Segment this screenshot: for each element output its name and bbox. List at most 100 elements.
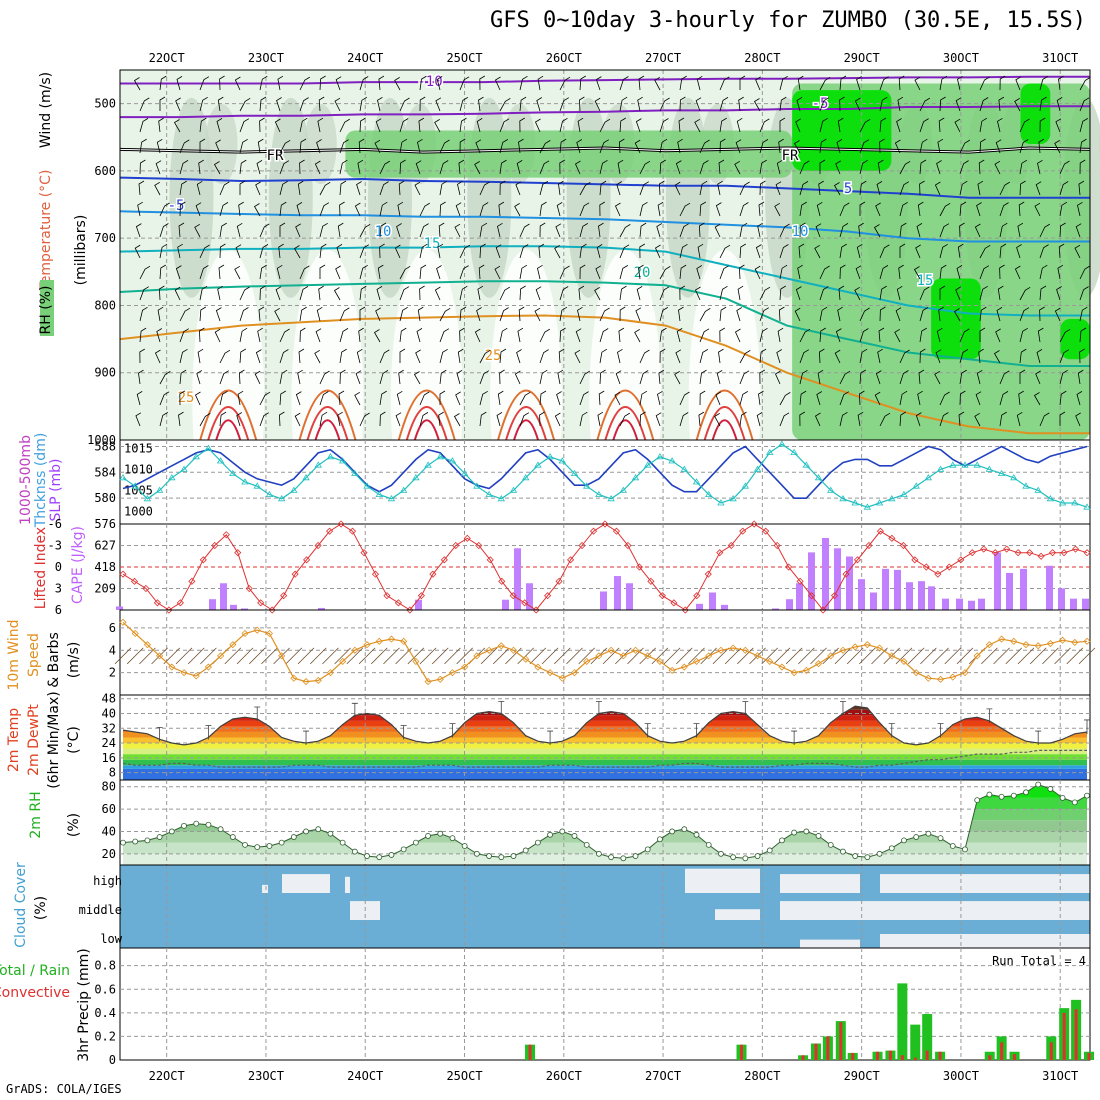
wind-barb [398,369,404,385]
wind-barb [139,348,146,364]
wind-barb [797,75,804,91]
wind-barb [759,369,766,385]
time-label-top: 28OCT [744,51,780,65]
wind-barb [699,328,710,343]
lifted-index-point [1037,552,1045,560]
cape-bar [1070,598,1077,610]
time-label-top: 27OCT [645,51,681,65]
wind-barb [694,118,701,133]
wind-barb [253,203,261,217]
wind-barb [539,390,547,406]
wind-barb [397,201,404,217]
rh-point [522,847,529,854]
slp-point [363,482,371,489]
rh-point [766,847,773,854]
wind-barb [915,412,922,427]
lifted-index-point [647,577,655,585]
wind-barb [199,117,207,133]
wind-barb [459,285,468,301]
wind-barb [1079,348,1085,364]
thickness-tick: 588 [94,439,116,453]
pressure-tick: 900 [94,366,116,380]
wind-barb [239,118,250,133]
wind-barb [759,139,769,154]
wind-barb-10m [785,647,803,665]
wind-speed-point [851,643,859,651]
wind-barb [1079,265,1091,280]
wind-barb [979,138,986,154]
lifted-index-point [957,556,965,564]
temperature-contour-hot [314,419,341,441]
wind-barb [658,180,665,196]
cape-bar [918,581,925,610]
lifted-index-point [762,527,770,535]
wind-barb [699,160,709,175]
wind-barb [414,181,421,196]
wind-barb [558,180,564,196]
wind-speed-point [644,652,652,660]
precip-tick: 0.2 [94,1029,116,1043]
wind-barb [497,222,503,238]
wind-barb [159,371,171,385]
cape-bar [1020,568,1027,610]
dry-column [490,249,563,550]
temp-minmax [547,730,554,746]
wind-barb [197,348,204,364]
slp-point [351,469,359,476]
rh-band [123,853,1087,865]
time-label-top: 26OCT [546,51,582,65]
wind-barb [775,181,782,196]
wind-barb [559,306,568,322]
wind-barb-10m [444,647,461,665]
wind-barb [279,369,288,385]
wind-barb [279,222,286,237]
slp-point [753,465,762,472]
temp2m-label: 2m Temp [6,708,22,772]
wind-speed-point [753,652,762,660]
wind-barb [854,97,861,112]
wind-barb [179,348,188,364]
slp-point [180,465,188,472]
wind-barb [399,97,410,112]
wind-barb [419,223,429,238]
wind-barb [595,76,602,91]
wind-barb [299,286,309,301]
wind-barb [899,181,910,196]
rh-point [779,837,785,844]
wind-barb-10m [834,647,852,665]
rh-tick: 80 [102,780,116,794]
contour-label: FR [267,148,284,164]
wind-barb [876,181,883,196]
lifted-index-point [360,549,368,557]
wind-barb [1019,118,1030,133]
wind-barb [999,370,1010,385]
wind-barb [758,201,765,217]
cape-bar [882,568,889,610]
slp-point [680,465,689,472]
wind-barb [259,244,269,259]
wind-speed-point [985,641,993,649]
wind-barb-10m [1029,647,1047,665]
lifted-index-point [922,563,930,571]
wind-barb [239,307,249,322]
wind-barb [959,139,971,154]
wind-speed-point [802,666,810,674]
wind-barb [814,412,821,427]
precip-conv-bar [801,1055,805,1060]
wind-barb [674,371,681,385]
wind-speed-point [607,646,615,654]
wind-barb-10m [505,647,522,665]
wind-barb [257,138,264,154]
wind-barb-10m [261,647,278,665]
rh-point [803,828,810,835]
temperature-contour [119,176,1090,199]
wind-barb [559,117,568,133]
wind-barb [319,202,330,217]
temp-tick: 24 [102,736,116,750]
temp-minmax [156,726,163,742]
wind-barb [754,265,761,280]
wind-barb [639,243,646,259]
wind-barb [539,181,549,196]
wind-barb [554,412,561,427]
wind-barb [679,243,688,259]
